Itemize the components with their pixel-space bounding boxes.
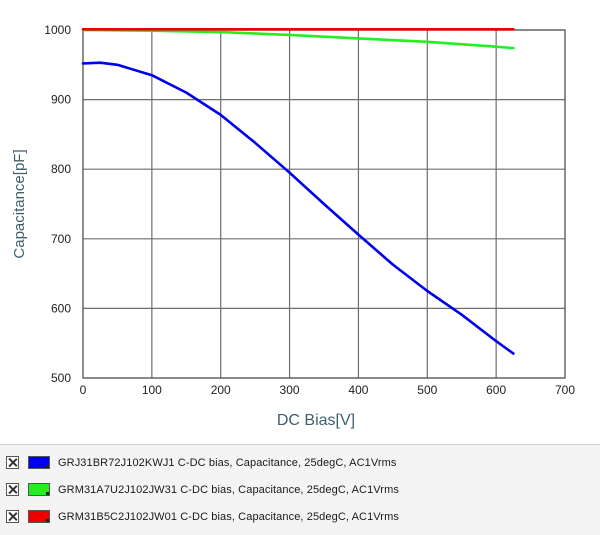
x-tick-label-3: 300 [280,383,300,397]
legend-row-2: GRM31B5C2J102JW01 C-DC bias, Capacitance… [6,503,600,530]
close-icon[interactable] [6,510,19,523]
legend-label: GRM31B5C2J102JW01 C-DC bias, Capacitance… [58,510,399,523]
x-tick-label-1: 100 [142,383,162,397]
swatch-corner-marker [46,492,49,495]
y-tick-label-2: 700 [51,232,71,246]
x-tick-label-0: 0 [80,383,87,397]
close-icon[interactable] [6,456,19,469]
x-tick-label-4: 400 [348,383,368,397]
series-line-1 [81,28,515,50]
y-tick-label-4: 900 [51,93,71,107]
x-tick-label-2: 200 [211,383,231,397]
y-tick-label-1: 600 [51,301,71,315]
y-tick-label-0: 500 [51,371,71,385]
legend-label: GRM31A7U2J102JW31 C-DC bias, Capacitance… [58,483,399,496]
legend: GRJ31BR72J102KWJ1 C-DC bias, Capacitance… [0,444,600,535]
legend-color-swatch[interactable] [28,456,50,469]
x-tick-label-5: 500 [417,383,437,397]
chart-svg: 0 100 200 300 400 500 600 700 500 600 700 800 900 100… [11,23,575,429]
y-tick-label-3: 800 [51,162,71,176]
chart: 0 100 200 300 400 500 600 700 500 600 700 800 900 100… [11,23,575,429]
legend-label: GRJ31BR72J102KWJ1 C-DC bias, Capacitance… [58,456,397,469]
series-line-0 [81,61,515,355]
close-icon[interactable] [6,483,19,496]
legend-color-swatch[interactable] [28,483,50,496]
y-tick-label-5: 1000 [44,23,71,37]
swatch-corner-marker [46,465,49,468]
x-tick-label-6: 600 [486,383,506,397]
x-axis-label: DC Bias[V] [277,412,355,429]
legend-color-swatch[interactable] [28,510,50,523]
legend-row-0: GRJ31BR72J102KWJ1 C-DC bias, Capacitance… [6,449,600,476]
swatch-corner-marker [46,519,49,522]
legend-row-1: GRM31A7U2J102JW31 C-DC bias, Capacitance… [6,476,600,503]
x-tick-label-7: 700 [555,383,575,397]
y-axis-label: Capacitance[pF] [11,149,28,258]
